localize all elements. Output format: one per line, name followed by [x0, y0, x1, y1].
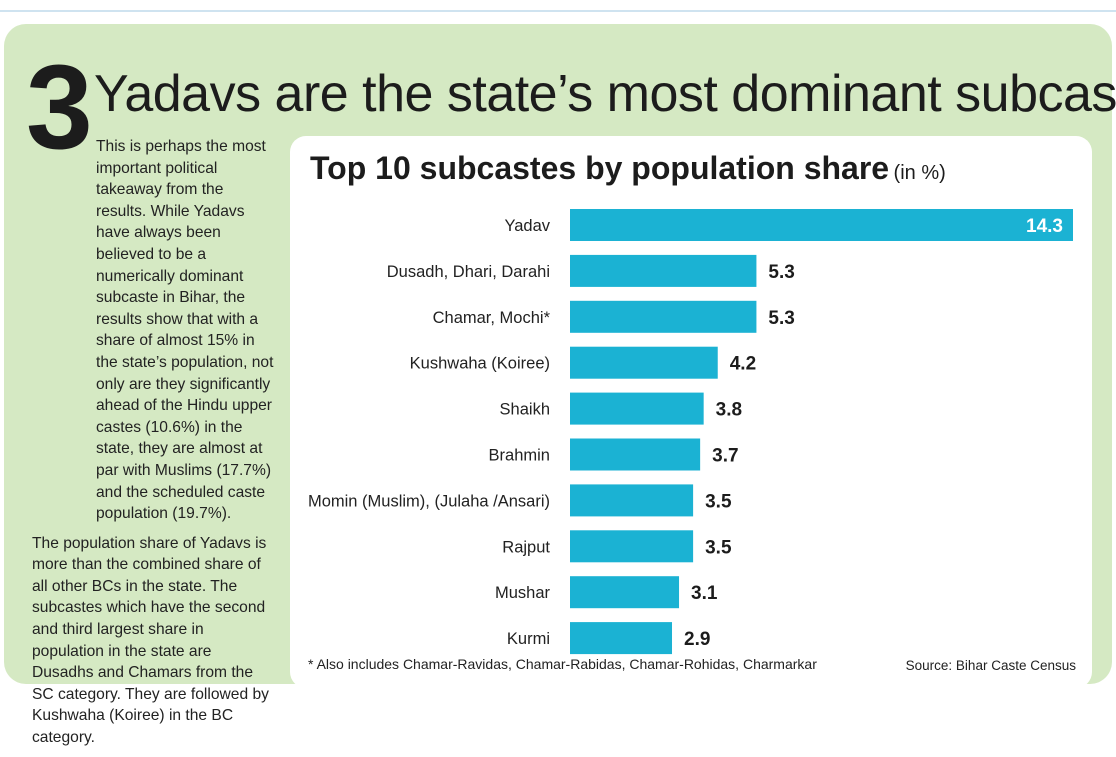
chart-source: Source: Bihar Caste Census — [905, 658, 1076, 673]
category-label: Shaikh — [500, 401, 550, 419]
sidebar-paragraph-1: This is perhaps the most important polit… — [32, 136, 277, 525]
bar — [570, 530, 694, 563]
bar — [570, 622, 673, 655]
value-label: 2.9 — [684, 629, 710, 650]
value-label: 3.5 — [705, 491, 732, 512]
bar-chart: Yadav 14.3 Dusadh, Dhari, Darahi 5.3 Chamar,… — [308, 209, 1073, 655]
category-label: Rajput — [502, 538, 550, 556]
value-label: 5.3 — [768, 262, 794, 283]
category-label: Kushwaha (Koiree) — [410, 355, 550, 373]
category-label: Mushar — [495, 584, 551, 602]
chart-title: Top 10 subcastes by population share (in… — [310, 150, 946, 187]
bar — [570, 346, 718, 379]
value-label: 3.7 — [712, 446, 738, 467]
value-label: 3.8 — [716, 400, 742, 421]
value-label: 5.3 — [768, 308, 794, 329]
bar — [570, 392, 704, 425]
top-divider — [0, 0, 1116, 12]
value-label: 3.5 — [705, 537, 732, 558]
bar — [570, 209, 1073, 241]
category-label: Yadav — [504, 217, 550, 235]
category-label: Momin (Muslim), (Julaha /Ansari) — [308, 492, 550, 510]
chart-footnote: * Also includes Chamar-Ravidas, Chamar-R… — [308, 656, 817, 672]
category-label: Dusadh, Dhari, Darahi — [387, 263, 550, 281]
category-label: Chamar, Mochi* — [433, 309, 551, 327]
sidebar-paragraph-2: The population share of Yadavs is more t… — [32, 534, 269, 747]
chart-title-main: Top 10 subcastes by population share — [310, 150, 890, 186]
sidebar-text: This is perhaps the most important polit… — [32, 136, 277, 757]
bar — [570, 484, 694, 517]
headline: Yadavs are the state’s most dominant sub… — [94, 65, 1116, 123]
bar — [570, 576, 680, 609]
section-number: 3 — [26, 40, 93, 174]
bar — [570, 438, 701, 471]
value-label: 4.2 — [730, 354, 756, 375]
category-label: Brahmin — [489, 447, 550, 465]
bar — [570, 254, 757, 287]
bar — [570, 300, 757, 333]
chart-card: Top 10 subcastes by population share (in… — [290, 136, 1092, 688]
value-label: 3.1 — [691, 583, 718, 604]
category-label: Kurmi — [507, 630, 550, 648]
chart-title-unit: (in %) — [893, 162, 946, 184]
value-label: 14.3 — [1026, 216, 1063, 237]
sidebar-paragraph-1-text: This is perhaps the most important polit… — [96, 138, 274, 523]
story-panel: 3 Yadavs are the state’s most dominant s… — [4, 24, 1116, 746]
